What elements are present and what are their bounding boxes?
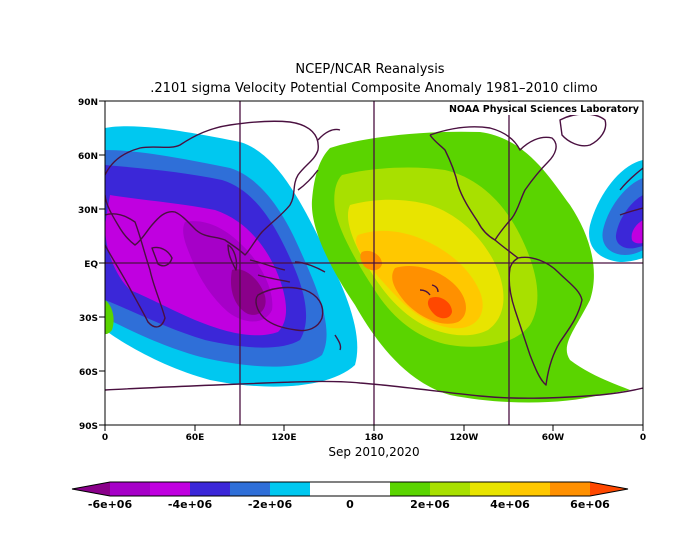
lat-tick-label: 30N — [78, 206, 98, 216]
australia-coastline — [255, 286, 324, 332]
colorbar-cell — [110, 482, 151, 496]
lat-tick-label: EQ — [84, 260, 98, 270]
new-zealand-coastline — [334, 334, 342, 351]
europe-west-coastline — [619, 167, 643, 216]
colorbar-right-arrow — [590, 482, 628, 496]
colorbar-cell — [390, 482, 431, 496]
eurasia-coastline — [105, 120, 319, 256]
lat-tick-labels: 90N 60N 30N EQ 30S 60S 90S — [78, 98, 98, 432]
colorbar-left-arrow — [72, 482, 110, 496]
colorbar-cell — [470, 482, 511, 496]
contour-pos-west-edge — [105, 300, 114, 335]
colorbar: -6e+06 -4e+06 -2e+06 0 2e+06 4e+06 6e+06 — [71, 481, 629, 511]
lat-tick-label: 90N — [78, 98, 98, 108]
colorbar-cell — [310, 482, 351, 496]
anomaly-contours — [105, 126, 643, 403]
lon-tick-labels: 0 60E 120E 180 120W 60W 0 — [102, 433, 646, 443]
contour-pos-6e6 — [427, 296, 452, 319]
map-panel: NOAA Physical Sciences Laboratory 90N 60… — [78, 98, 646, 459]
japan-kamchatka-coastline — [297, 128, 341, 191]
figure-title: NCEP/NCAR Reanalysis — [295, 62, 444, 77]
colorbar-tick-label: -6e+06 — [88, 498, 133, 511]
colorbar-tick-label: 0 — [346, 498, 354, 511]
credit-box — [457, 102, 642, 115]
lon-tick-label: 60W — [542, 433, 565, 443]
colorbar-tick-labels: -6e+06 -4e+06 -2e+06 0 2e+06 4e+06 6e+06 — [88, 498, 610, 511]
grid-lines — [105, 101, 643, 425]
lon-tick-marks — [104, 425, 644, 431]
colorbar-cell — [550, 482, 591, 496]
colorbar-cell — [150, 482, 191, 496]
colorbar-cells — [110, 482, 591, 496]
credit-label: NOAA Physical Sciences Laboratory — [449, 104, 640, 115]
lon-tick-label: 0 — [640, 433, 646, 443]
lat-tick-label: 30S — [79, 314, 98, 324]
figure-subtitle: .2101 sigma Velocity Potential Composite… — [150, 81, 597, 96]
indonesia-coastline — [249, 259, 326, 283]
arabia-coastline — [151, 246, 173, 267]
lon-tick-label: 120W — [450, 433, 479, 443]
colorbar-cell — [270, 482, 311, 496]
colorbar-outline — [71, 481, 629, 497]
lat-tick-label: 60N — [78, 152, 98, 162]
colorbar-tick-label: -4e+06 — [168, 498, 213, 511]
lat-tick-label: 60S — [79, 368, 98, 378]
colorbar-tick-label: -2e+06 — [248, 498, 293, 511]
lat-tick-label: 90S — [79, 422, 98, 432]
lat-tick-marks — [99, 100, 105, 426]
colorbar-cell — [350, 482, 391, 496]
colorbar-tick-label: 4e+06 — [490, 498, 530, 511]
lon-tick-label: 0 — [102, 433, 108, 443]
antarctica-coastline — [105, 380, 643, 399]
colorbar-cell — [190, 482, 231, 496]
colorbar-cell — [510, 482, 551, 496]
contour-pos-5e6-dateline — [360, 250, 382, 271]
north-america-coastline — [429, 126, 557, 241]
lon-tick-label: 60E — [186, 433, 205, 443]
colorbar-tick-label: 2e+06 — [410, 498, 450, 511]
india-coastline — [227, 244, 238, 271]
pacific-islands-coastline — [419, 284, 439, 296]
contour-neg-atl-4e6 — [631, 220, 643, 244]
colorbar-cell — [230, 482, 271, 496]
date-label: Sep 2010,2020 — [328, 445, 419, 459]
colorbar-cell — [430, 482, 471, 496]
coastlines — [105, 113, 643, 399]
central-america-coastline — [494, 239, 519, 259]
colorbar-tick-label: 6e+06 — [570, 498, 610, 511]
lon-tick-label: 180 — [365, 433, 384, 443]
lon-tick-label: 120E — [272, 433, 297, 443]
africa-coastline — [105, 213, 166, 328]
